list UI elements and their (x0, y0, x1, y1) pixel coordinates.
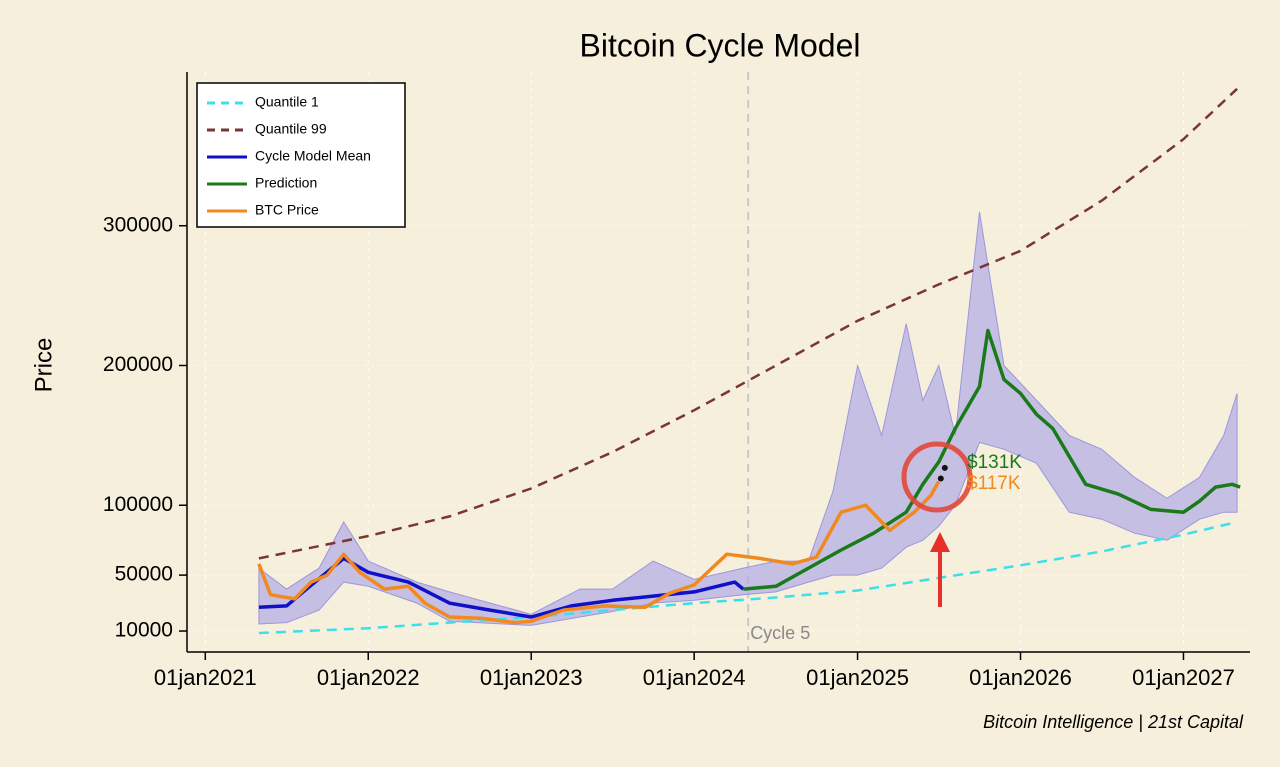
prediction-dot (941, 464, 948, 471)
legend-box (196, 82, 406, 228)
x-tick-label: 01jan2026 (969, 665, 1072, 690)
x-tick-label: 01jan2023 (480, 665, 583, 690)
y-tick-label: 10000 (115, 619, 173, 642)
cycle-label: Cycle 5 (750, 623, 810, 643)
x-tick-label: 01jan2025 (806, 665, 909, 690)
chart-title: Bitcoin Cycle Model (580, 27, 861, 63)
series-line (743, 328, 1241, 591)
series-line (258, 520, 1238, 635)
highlight-circle (901, 441, 973, 513)
arrow-head (930, 532, 950, 552)
legend-label: Prediction (255, 175, 317, 191)
y-tick-label: 50000 (115, 563, 173, 586)
x-tick-label: 01jan2022 (317, 665, 420, 690)
series-line (257, 480, 941, 625)
btc-dot (937, 475, 944, 482)
x-tick-label: 01jan2024 (643, 665, 746, 690)
legend-label: BTC Price (255, 202, 319, 218)
x-tick-label: 01jan2021 (154, 665, 257, 690)
annotation: $117K (967, 473, 1021, 494)
legend-label: Quantile 1 (255, 94, 319, 110)
legend-label: Cycle Model Mean (255, 148, 371, 164)
annotation: $131K (967, 452, 1022, 473)
y-tick-label: 100000 (103, 493, 173, 516)
y-axis-label: Price (30, 338, 57, 393)
x-tick-label: 01jan2027 (1132, 665, 1235, 690)
series-line (258, 87, 1238, 560)
footer: Bitcoin Intelligence | 21st Capital (983, 712, 1244, 732)
legend: Quantile 1 Quantile 99 Cycle Model Mean Pre… (196, 82, 406, 228)
y-tick-label: 200000 (103, 353, 173, 376)
y-tick-label: 300000 (103, 213, 173, 236)
legend-label: Quantile 99 (255, 121, 327, 137)
